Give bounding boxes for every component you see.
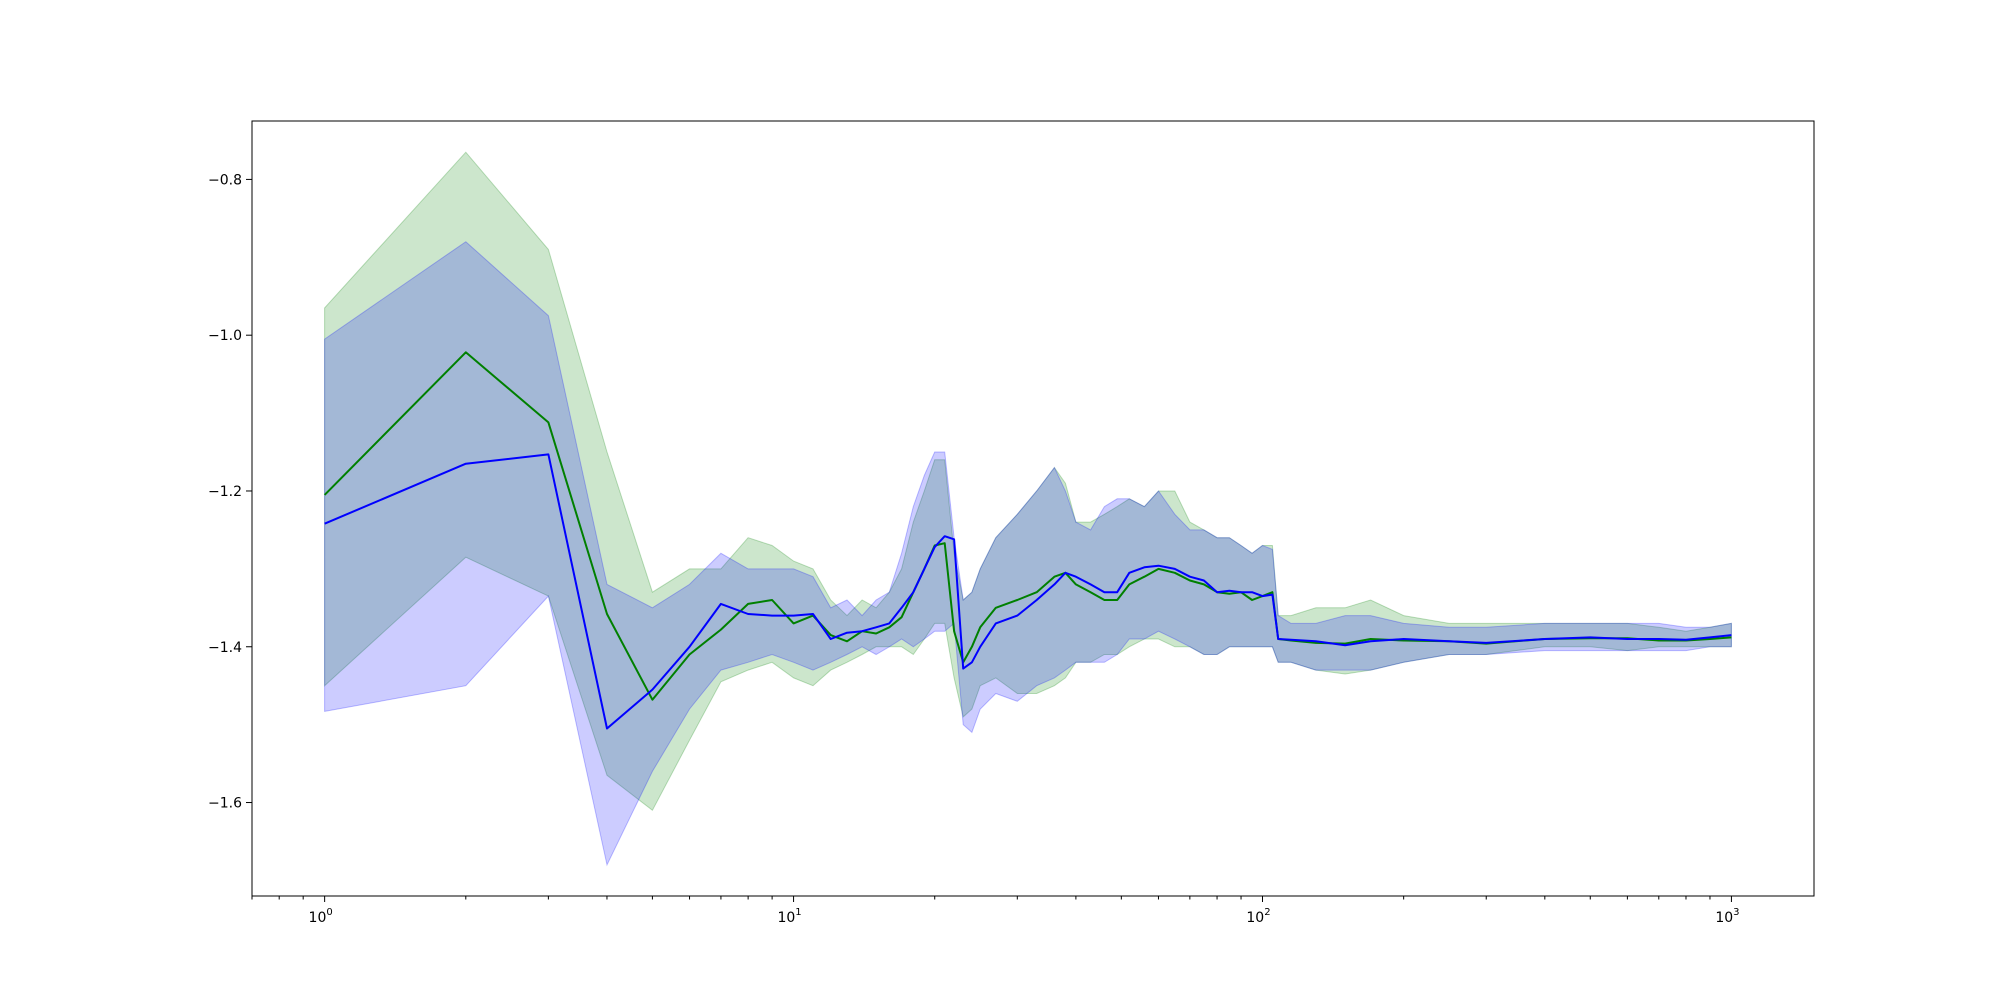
y-tick-label: −1.4 bbox=[208, 640, 242, 656]
series-1-line bbox=[324, 453, 1732, 730]
y-tick-label: −1.6 bbox=[208, 796, 242, 812]
x-tick-label: 102 bbox=[1246, 907, 1270, 926]
x-tick-label: 101 bbox=[777, 907, 801, 926]
y-tick-label: −1.0 bbox=[208, 328, 242, 344]
y-axis: −0.8 −1.0 −1.2 −1.4 −1.6 bbox=[208, 172, 252, 812]
series-lines bbox=[323, 351, 1732, 730]
x-tick-label: 100 bbox=[309, 907, 333, 926]
y-tick-label: −0.8 bbox=[208, 172, 242, 188]
series-1-band bbox=[324, 241, 1732, 867]
series-0-band bbox=[324, 151, 1732, 812]
y-tick-label: −1.2 bbox=[208, 484, 242, 500]
x-tick-label: 103 bbox=[1715, 907, 1739, 926]
plot-area-frame bbox=[251, 120, 1815, 897]
x-axis: 100 101 102 103 bbox=[251, 896, 1740, 926]
confidence-bands bbox=[324, 151, 1732, 867]
